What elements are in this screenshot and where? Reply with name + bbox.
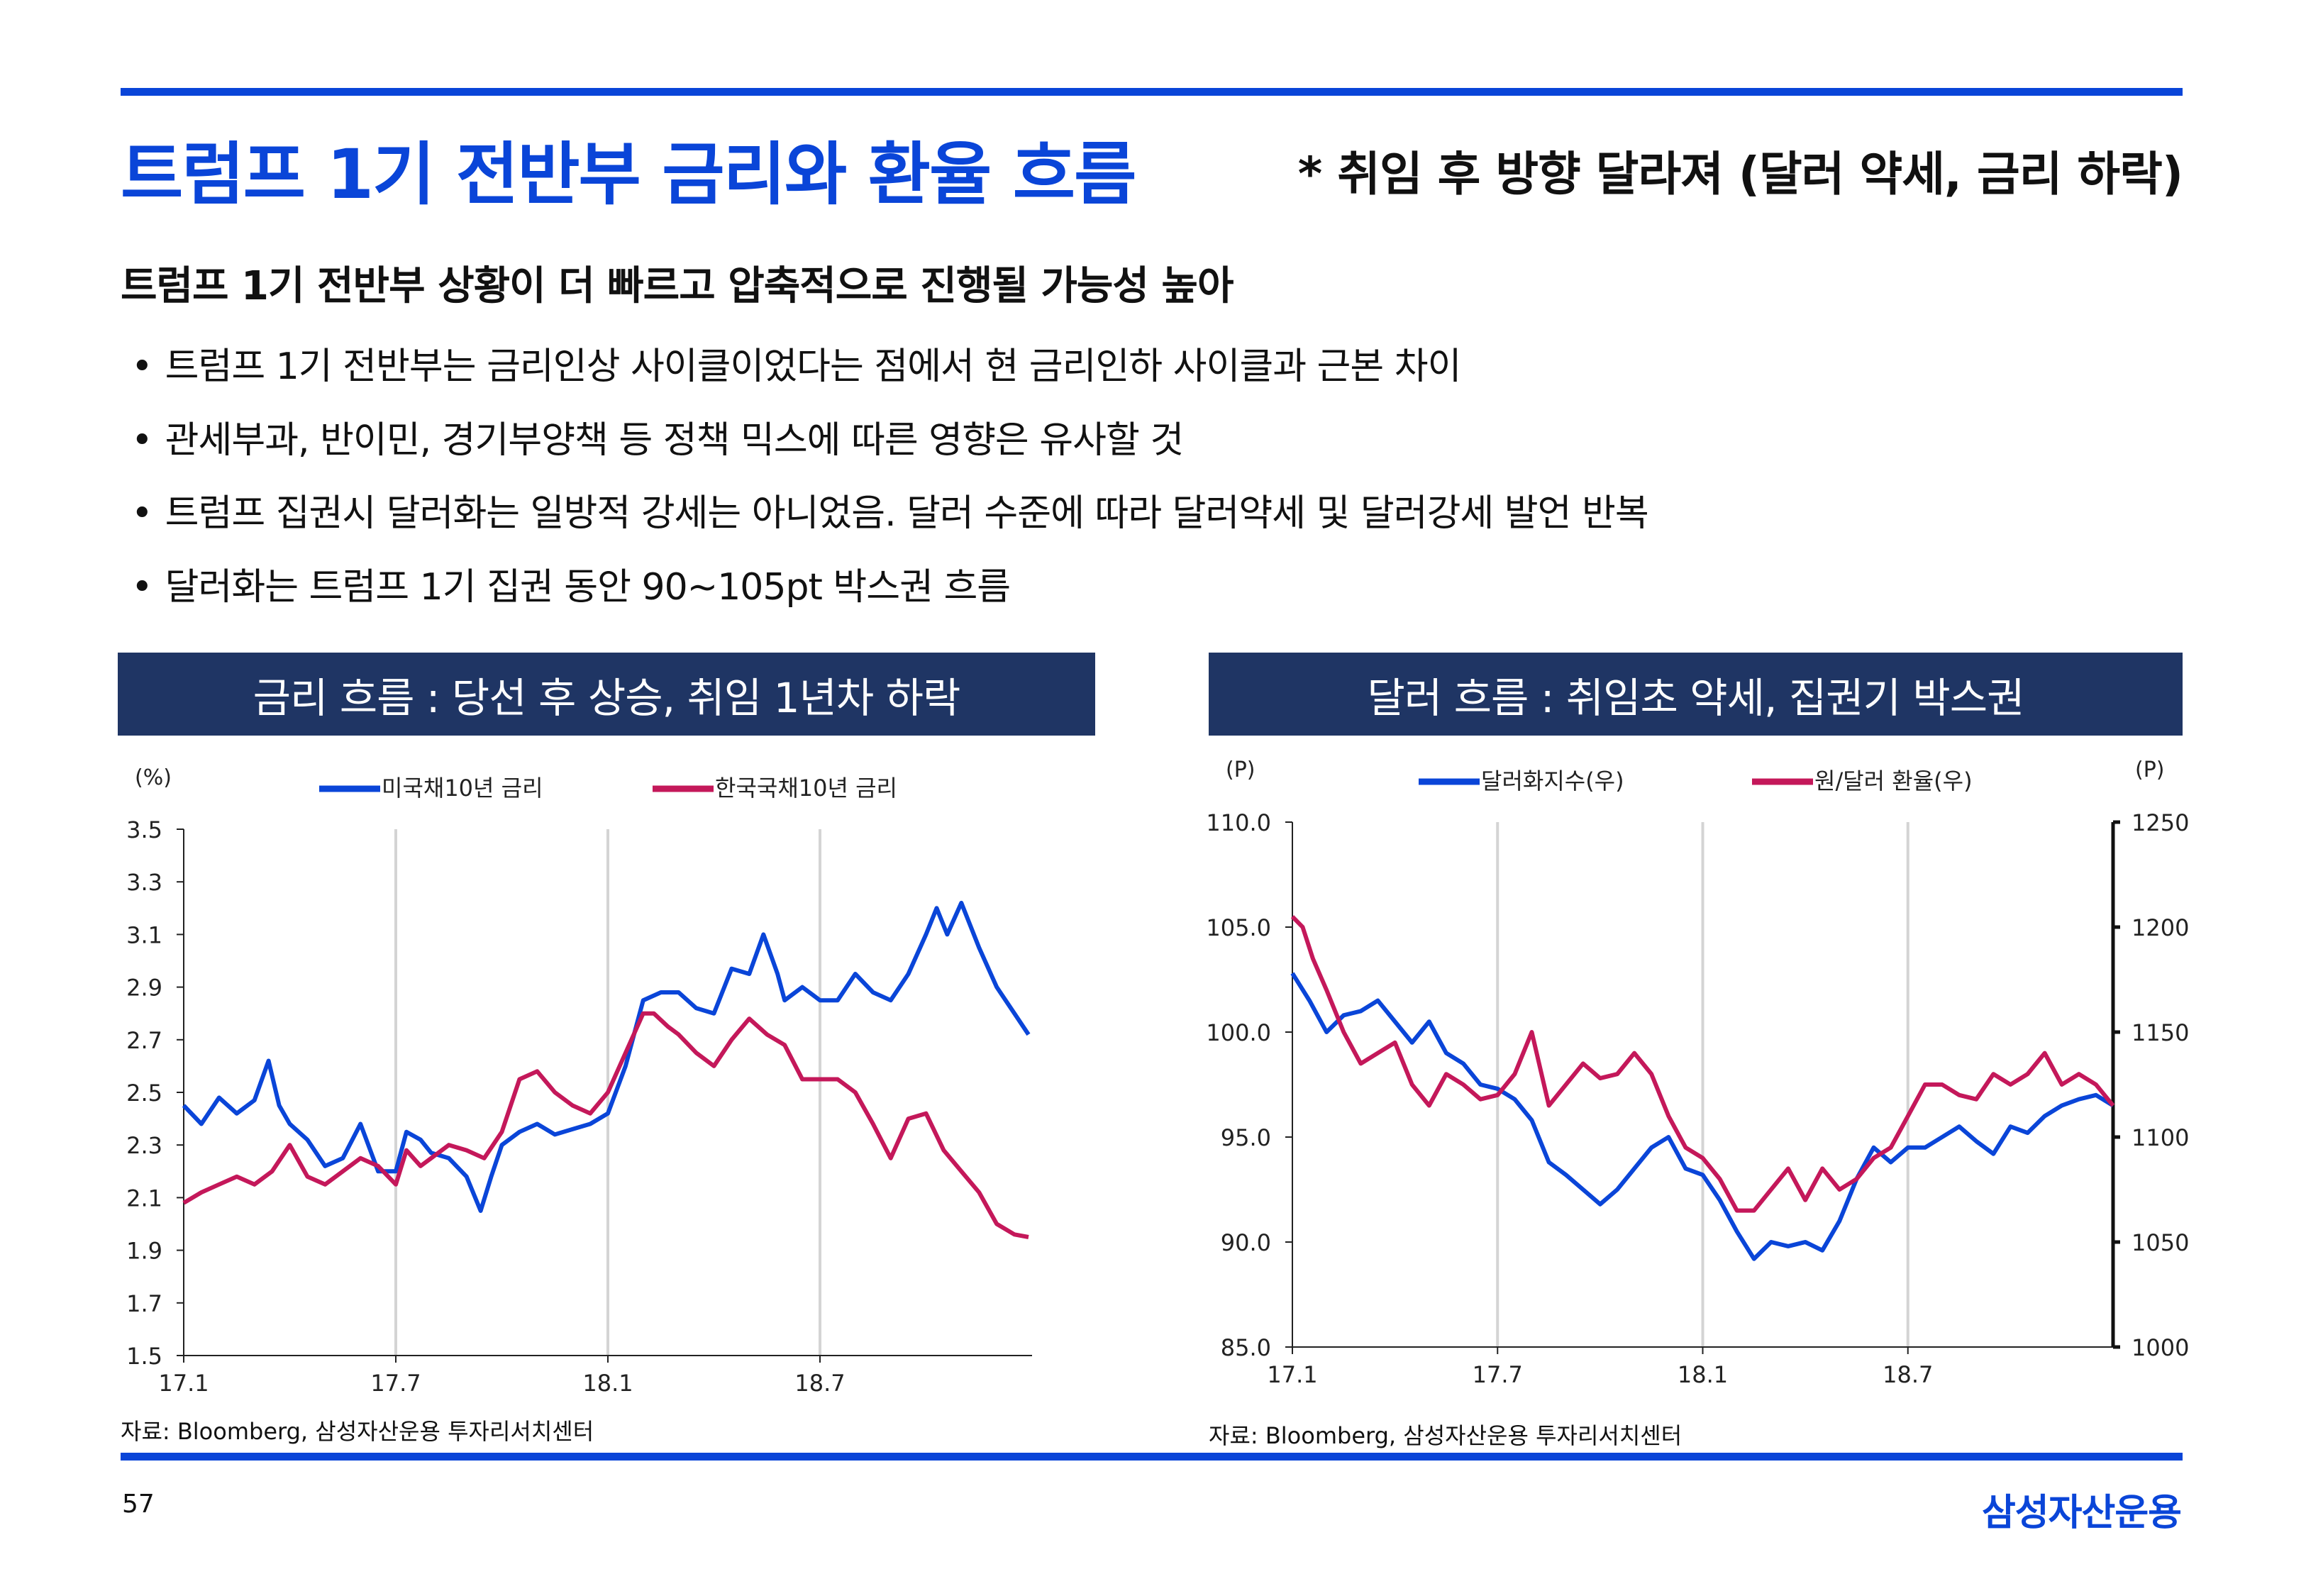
y-tick-label: 105.0 bbox=[1206, 914, 1271, 941]
y-tick-label-right: 1100 bbox=[2132, 1124, 2189, 1151]
x-tick-label: 18.1 bbox=[1678, 1361, 1728, 1388]
rates-chart-source: 자료: Bloomberg, 삼성자산운용 투자리서치센터 bbox=[121, 1418, 594, 1445]
y-tick-label: 3.3 bbox=[126, 869, 162, 896]
y-tick-label-right: 1200 bbox=[2132, 914, 2189, 941]
y-tick-label: 2.7 bbox=[126, 1027, 162, 1054]
x-tick-label: 18.1 bbox=[582, 1370, 633, 1397]
y-axis-label: (%) bbox=[135, 765, 172, 790]
y-tick-label-right: 1150 bbox=[2132, 1019, 2189, 1046]
page-number: 57 bbox=[122, 1490, 155, 1519]
y-tick-label: 100.0 bbox=[1206, 1019, 1271, 1046]
y-tick-label-right: 1250 bbox=[2132, 809, 2189, 836]
y-tick-label: 85.0 bbox=[1221, 1334, 1271, 1361]
x-tick-label: 18.7 bbox=[794, 1370, 845, 1397]
series-line-1 bbox=[1290, 915, 2115, 1213]
x-tick-label: 17.7 bbox=[1473, 1361, 1523, 1388]
y-tick-label: 3.5 bbox=[126, 816, 162, 843]
top-rule bbox=[121, 88, 2183, 96]
y-tick-label: 3.1 bbox=[126, 921, 162, 948]
y-tick-label: 2.9 bbox=[126, 975, 162, 1002]
series-line-0 bbox=[182, 900, 1031, 1213]
y-tick-label: 95.0 bbox=[1221, 1124, 1271, 1151]
dollar-chart-title: 달러 흐름 : 취임초 약세, 집권기 박스권 bbox=[1209, 653, 2183, 736]
bottom-rule bbox=[121, 1453, 2183, 1461]
y-tick-label: 1.9 bbox=[126, 1238, 162, 1265]
y-tick-label: 2.1 bbox=[126, 1185, 162, 1212]
y-axis-label: (P) bbox=[1226, 758, 1255, 782]
y-tick-label: 2.5 bbox=[126, 1080, 162, 1107]
y-tick-label: 90.0 bbox=[1221, 1229, 1271, 1256]
y-tick-label: 1.7 bbox=[126, 1290, 162, 1317]
bullet-item: 트럼프 1기 전반부는 금리인상 사이클이었다는 점에서 현 금리인하 사이클과… bbox=[131, 336, 1462, 389]
x-tick-label: 18.7 bbox=[1883, 1361, 1933, 1388]
y-tick-label-right: 1000 bbox=[2132, 1334, 2189, 1361]
rates-chart-title: 금리 흐름 : 당선 후 상승, 취임 1년차 하락 bbox=[118, 653, 1095, 736]
page-title: 트럼프 1기 전반부 금리와 환율 흐름 bbox=[121, 135, 1136, 214]
y-tick-label: 1.5 bbox=[126, 1343, 162, 1370]
y-tick-label: 110.0 bbox=[1206, 809, 1271, 836]
legend-label: 한국국채10년 금리 bbox=[715, 775, 897, 802]
bullet-item: 트럼프 집권시 달러화는 일방적 강세는 아니었음. 달러 수준에 따라 달러약… bbox=[131, 483, 1649, 536]
x-tick-label: 17.1 bbox=[158, 1370, 209, 1397]
y-tick-label-right: 1050 bbox=[2132, 1229, 2189, 1256]
legend-label: 원/달러 환율(우) bbox=[1814, 767, 1973, 794]
series-line-0 bbox=[1290, 972, 2114, 1261]
legend-label: 달러화지수(우) bbox=[1481, 767, 1624, 794]
dollar-chart-source: 자료: Bloomberg, 삼성자산운용 투자리서치센터 bbox=[1209, 1422, 1683, 1449]
page-subtitle: * 취임 후 방향 달라져 (달러 약세, 금리 하락) bbox=[1297, 147, 2183, 201]
legend-label: 미국채10년 금리 bbox=[382, 775, 543, 802]
bullet-item: 달러화는 트럼프 1기 집권 동안 90~105pt 박스권 흐름 bbox=[131, 557, 1011, 610]
bullet-item: 관세부과, 반이민, 경기부양책 등 정책 믹스에 따른 영향은 유사할 것 bbox=[131, 410, 1185, 463]
series-line-1 bbox=[182, 1011, 1029, 1239]
x-tick-label: 17.1 bbox=[1267, 1361, 1317, 1388]
y-tick-label: 2.3 bbox=[126, 1132, 162, 1159]
company-logo: 삼성자산운용 bbox=[1981, 1492, 2182, 1534]
summary-heading: 트럼프 1기 전반부 상황이 더 빠르고 압축적으로 진행될 가능성 높아 bbox=[121, 263, 1234, 309]
y-axis-label-right: (P) bbox=[2135, 758, 2165, 782]
x-tick-label: 17.7 bbox=[370, 1370, 421, 1397]
